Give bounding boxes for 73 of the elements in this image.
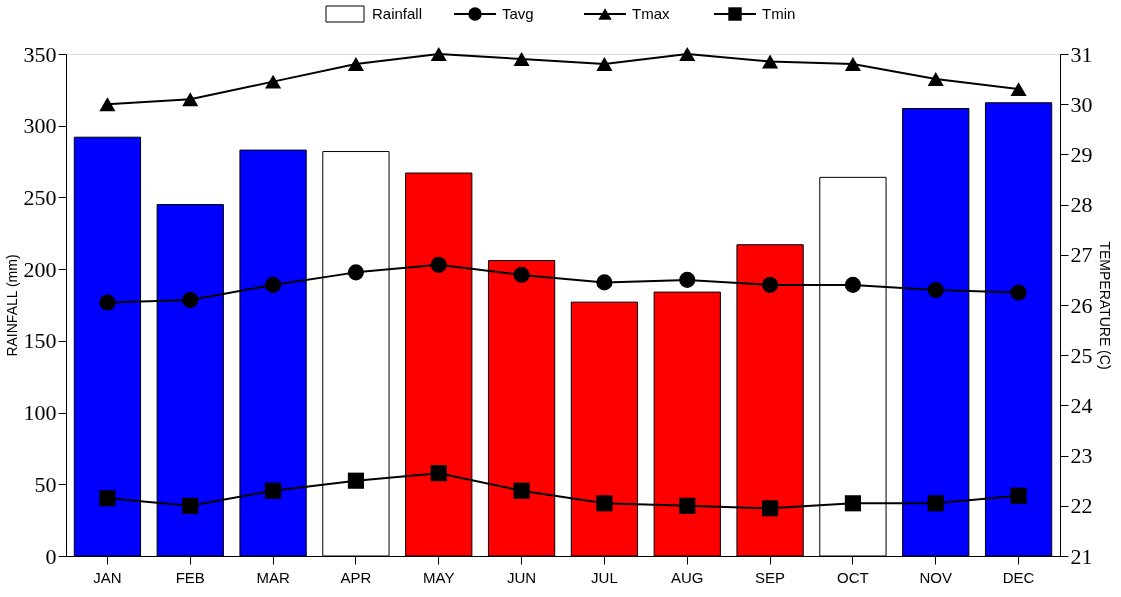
y2-tick-label: 25 xyxy=(1070,342,1093,368)
y2-tick-label: 24 xyxy=(1070,392,1093,418)
point xyxy=(762,500,779,517)
x-tick-label: APR xyxy=(340,568,372,586)
point xyxy=(844,495,861,512)
point xyxy=(596,57,613,72)
x-tick-label: FEB xyxy=(175,568,205,586)
legend-label: Tmax xyxy=(632,5,670,22)
y-tick-label: 200 xyxy=(23,256,57,282)
y-tick-label: 250 xyxy=(23,184,57,210)
point xyxy=(430,47,447,61)
point xyxy=(1010,82,1027,97)
point xyxy=(844,57,861,72)
point xyxy=(182,497,199,514)
y2-tick-label: 22 xyxy=(1070,493,1093,519)
y-tick-label: 50 xyxy=(34,471,57,497)
point xyxy=(679,271,696,288)
y2-tick-label: 30 xyxy=(1070,91,1093,117)
point xyxy=(99,294,116,311)
y2-tick-label: 21 xyxy=(1070,543,1093,569)
y-tick-label: 100 xyxy=(23,400,57,426)
point xyxy=(430,256,447,273)
point xyxy=(513,52,530,66)
y-tick-label: 0 xyxy=(45,543,57,569)
point xyxy=(347,472,364,489)
point xyxy=(513,482,530,499)
point xyxy=(596,274,613,291)
legend-label: Tavg xyxy=(502,5,534,22)
point xyxy=(182,92,199,107)
y-tick-label: 350 xyxy=(23,41,57,67)
point xyxy=(265,482,282,499)
point xyxy=(927,281,944,298)
y2-axis-title: TEMPERATURE (C) xyxy=(1096,241,1113,370)
y-tick-label: 300 xyxy=(23,113,57,139)
point xyxy=(430,465,447,482)
point xyxy=(1010,487,1027,504)
legend-label: Tmin xyxy=(762,5,796,22)
legend-label: Rainfall xyxy=(372,5,423,22)
x-tick-label: OCT xyxy=(837,568,869,586)
point xyxy=(679,47,696,61)
point xyxy=(679,497,696,514)
x-tick-label: AUG xyxy=(670,568,704,586)
point xyxy=(265,276,282,293)
point xyxy=(762,276,779,293)
x-tick-label: NOV xyxy=(919,568,953,586)
x-tick-label: MAY xyxy=(423,568,455,586)
point xyxy=(762,54,779,69)
point xyxy=(99,490,116,507)
x-tick-label: JUN xyxy=(507,568,537,586)
y2-tick-label: 29 xyxy=(1070,141,1093,167)
y2-tick-label: 28 xyxy=(1070,192,1093,218)
point xyxy=(927,72,944,87)
y-axis-title: RAINFALL (mm) xyxy=(3,254,20,357)
x-tick-label: JAN xyxy=(93,568,122,586)
point xyxy=(265,74,282,89)
y-tick-label: 150 xyxy=(23,328,57,354)
x-tick-label: JUL xyxy=(591,568,618,586)
y2-tick-label: 23 xyxy=(1070,443,1093,469)
point xyxy=(347,57,364,72)
point xyxy=(844,276,861,293)
point xyxy=(182,291,199,309)
x-tick-label: DEC xyxy=(1002,568,1035,586)
point xyxy=(347,264,364,281)
y2-tick-label: 27 xyxy=(1070,242,1093,268)
y2-tick-label: 31 xyxy=(1070,41,1093,67)
x-tick-label: SEP xyxy=(755,568,786,586)
point xyxy=(596,495,613,512)
point xyxy=(927,495,944,512)
point xyxy=(513,266,530,283)
point xyxy=(99,97,116,112)
x-tick-label: MAR xyxy=(256,568,290,586)
point xyxy=(1010,284,1027,301)
y2-tick-label: 26 xyxy=(1070,292,1093,318)
